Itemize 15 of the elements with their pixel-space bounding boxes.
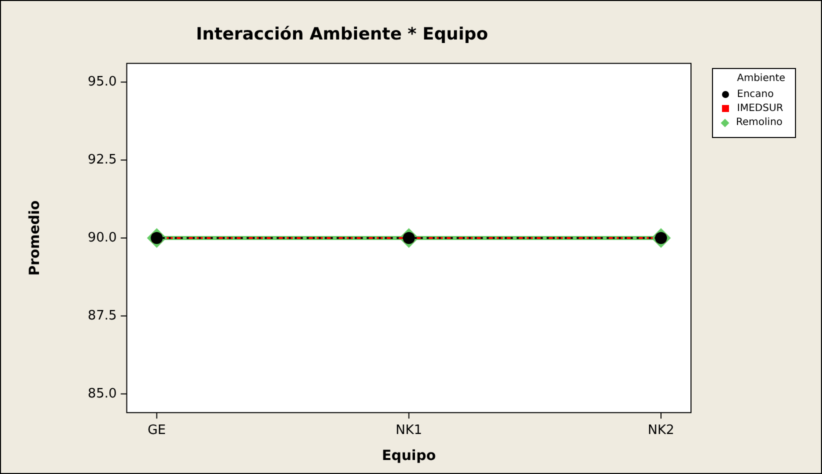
legend-label: Encano [737, 89, 774, 100]
x-tick-label: GE [148, 422, 166, 438]
y-tick-label: 90.0 [88, 230, 117, 246]
y-tick-label: 95.0 [88, 74, 117, 90]
legend-title: Ambiente [737, 73, 786, 84]
y-tick-label: 92.5 [88, 152, 117, 168]
legend-label: Remolino [736, 117, 783, 128]
legend-label: IMEDSUR [737, 103, 784, 114]
y-axis-title: Promedio [27, 200, 44, 276]
x-axis-title: Equipo [382, 448, 436, 464]
y-tick-label: 87.5 [88, 308, 117, 324]
x-tick-label: NK2 [648, 422, 674, 438]
chart-title: Interacción Ambiente * Equipo [196, 24, 488, 45]
x-tick-label: NK1 [396, 422, 422, 438]
y-tick-label: 85.0 [88, 386, 117, 402]
